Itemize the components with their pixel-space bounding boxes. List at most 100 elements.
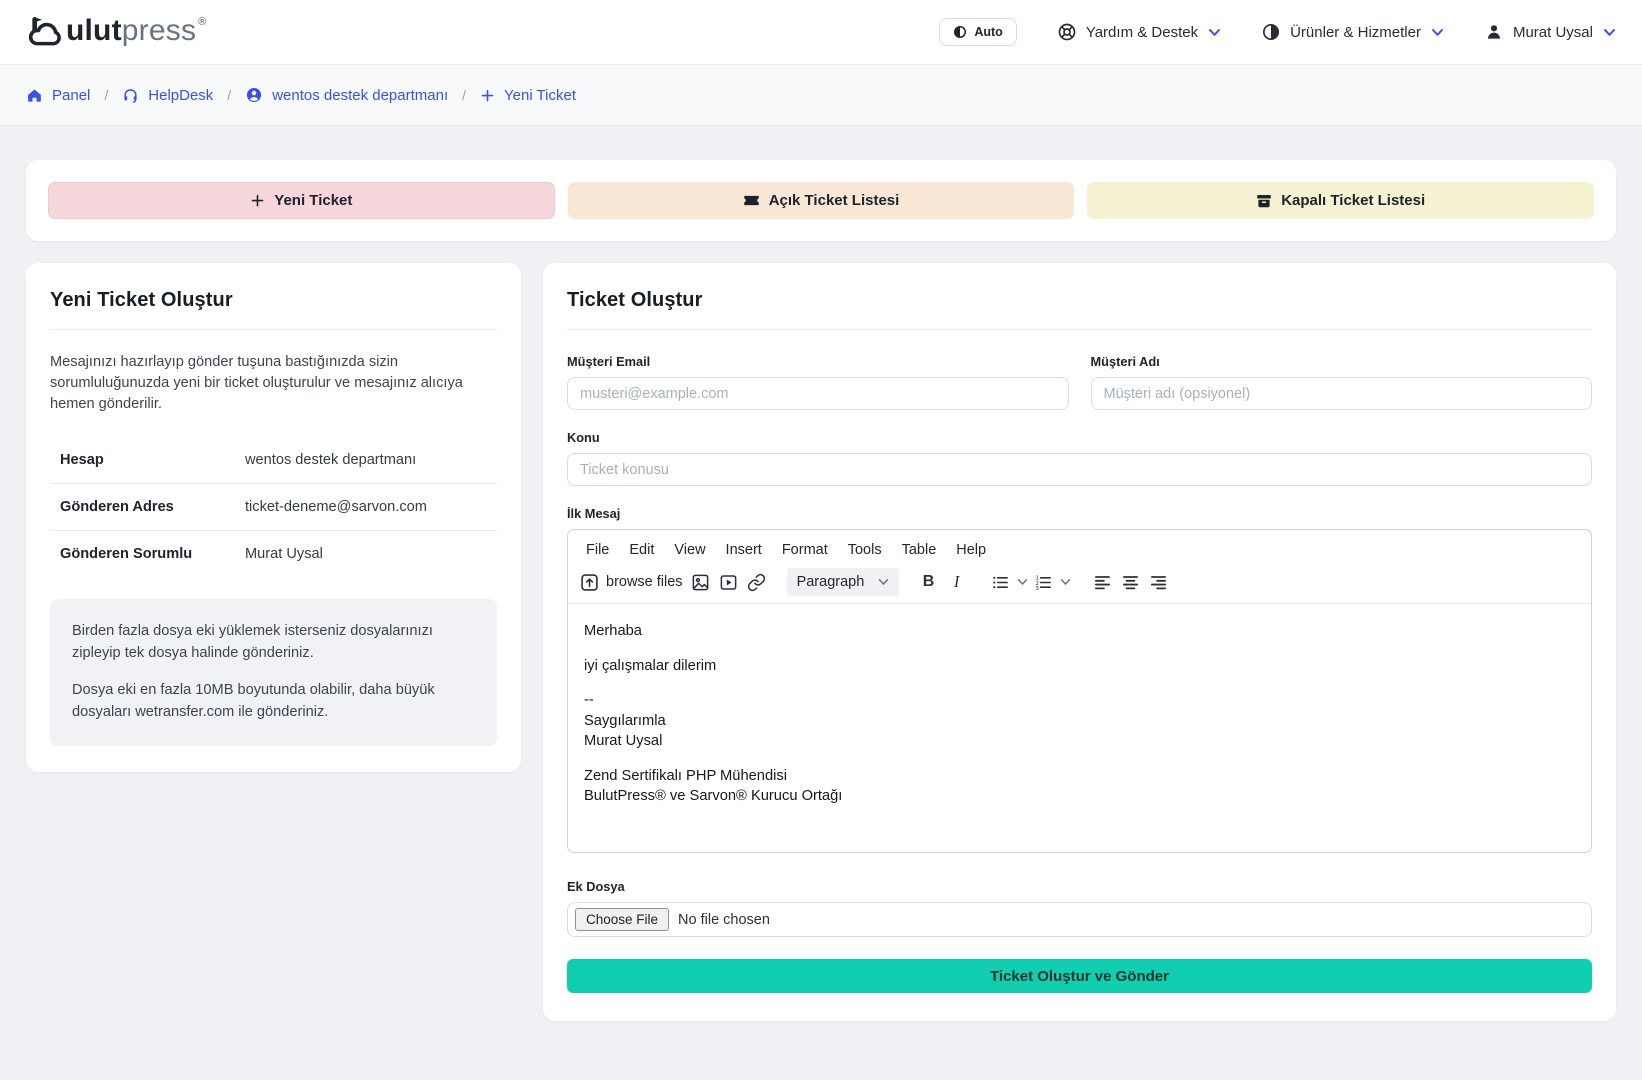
divider (50, 329, 497, 330)
message-line: Zend Sertifikalı PHP Mühendisi (584, 767, 787, 784)
archive-box-icon (1256, 193, 1272, 209)
summary-label: Hesap (60, 452, 104, 469)
summary-value: ticket-deneme@sarvon.com (245, 499, 427, 516)
summary-description: Mesajınızı hazırlayıp gönder tuşuna bast… (50, 354, 463, 413)
menu-view[interactable]: View (674, 542, 706, 558)
ticket-form-card: Ticket Oluştur Müşteri Email Müşteri Adı… (543, 263, 1616, 1021)
editor-menubar: File Edit View Insert Format Tools Table… (568, 530, 1591, 564)
menu-file[interactable]: File (586, 542, 610, 558)
chevron-down-icon (1431, 28, 1444, 37)
menu-edit[interactable]: Edit (629, 542, 655, 558)
brand-logo[interactable]: ulutpress ® (26, 14, 206, 50)
ticket-summary-card: Yeni Ticket Oluştur Mesajınızı hazırlayı… (26, 263, 521, 773)
bold-button[interactable]: B (915, 568, 943, 596)
menu-help[interactable]: Help (956, 542, 987, 558)
align-center-icon (1121, 574, 1140, 591)
summary-label: Gönderen Sorumlu (60, 546, 193, 563)
nav-help-dropdown[interactable]: Yardım & Destek (1057, 22, 1221, 42)
insert-media-button[interactable] (715, 568, 743, 596)
summary-card-title: Yeni Ticket Oluştur (50, 289, 233, 311)
menu-table[interactable]: Table (901, 542, 937, 558)
theme-toggle-button[interactable]: Auto (939, 18, 1017, 46)
message-line: BulutPress® ve Sarvon® Kurucu Ortağı (584, 788, 843, 805)
browse-files-button[interactable]: browse files (576, 568, 687, 596)
chevron-down-icon (1208, 28, 1221, 37)
summary-table: Hesap wentos destek departmanı Gönderen … (50, 437, 497, 577)
breadcrumb: Panel / HelpDesk / (0, 64, 1642, 126)
summary-value: wentos destek departmanı (245, 452, 417, 469)
brand-wordmark: ulutpress (66, 14, 197, 47)
image-icon (691, 573, 710, 592)
globe-icon (1261, 22, 1281, 42)
breadcrumb-new-ticket[interactable]: Yeni Ticket (480, 87, 576, 104)
editor-content[interactable]: Merhaba iyi çalışmalar dilerim -- Saygıl… (568, 604, 1591, 852)
breadcrumb-separator: / (104, 87, 109, 103)
insert-link-button[interactable] (743, 568, 771, 596)
main-content: Yeni Ticket Açık Ticket Listesi Kapalı T… (0, 126, 1642, 1061)
message-line: -- (584, 692, 594, 709)
align-right-button[interactable] (1145, 568, 1173, 596)
bullet-list-menu-chevron[interactable] (1015, 578, 1030, 586)
breadcrumb-separator: / (227, 87, 232, 103)
person-circle-icon (245, 86, 263, 104)
breadcrumb-separator: / (462, 87, 467, 103)
breadcrumb-panel[interactable]: Panel (26, 87, 90, 104)
note-text: Birden fazla dosya eki yüklemek istersen… (72, 623, 433, 662)
subject-label: Konu (567, 430, 600, 445)
topbar: ulutpress ® Auto Yardım & Destek (0, 0, 1642, 64)
subject-input[interactable] (567, 453, 1592, 486)
quick-actions-card: Yeni Ticket Açık Ticket Listesi Kapalı T… (26, 160, 1616, 241)
home-icon (26, 87, 43, 104)
message-line: Murat Uysal (584, 733, 663, 750)
closed-ticket-list-button[interactable]: Kapalı Ticket Listesi (1087, 182, 1595, 219)
numbered-list-menu-chevron[interactable] (1058, 578, 1073, 586)
menu-insert[interactable]: Insert (725, 542, 762, 558)
choose-file-button[interactable]: Choose File (575, 908, 670, 931)
numbered-list-button[interactable]: 1 2 3 (1030, 568, 1058, 596)
nav-products-dropdown[interactable]: Ürünler & Hizmetler (1261, 22, 1444, 42)
insert-image-button[interactable] (687, 568, 715, 596)
summary-row-sender-address: Gönderen Adres ticket-deneme@sarvon.com (50, 484, 497, 532)
open-ticket-list-button[interactable]: Açık Ticket Listesi (567, 182, 1075, 219)
file-input[interactable]: Choose File No file chosen (567, 902, 1592, 937)
editor-toolbar: browse files (568, 564, 1591, 604)
media-play-icon (719, 573, 738, 592)
link-icon (747, 573, 766, 592)
bullet-list-button[interactable] (987, 568, 1015, 596)
svg-text:1: 1 (1035, 575, 1039, 581)
bullet-list-icon (991, 574, 1010, 591)
paragraph-style-select[interactable]: Paragraph (786, 568, 899, 596)
breadcrumb-helpdesk[interactable]: HelpDesk (122, 87, 213, 104)
divider (567, 329, 1592, 330)
align-left-icon (1093, 574, 1112, 591)
plus-icon (480, 88, 495, 103)
customer-name-input[interactable] (1090, 377, 1592, 410)
submit-ticket-button[interactable]: Ticket Oluştur ve Gönder (567, 959, 1592, 993)
rich-text-editor: File Edit View Insert Format Tools Table… (567, 529, 1592, 853)
customer-email-input[interactable] (567, 377, 1069, 410)
align-left-button[interactable] (1089, 568, 1117, 596)
italic-button[interactable]: I (943, 568, 971, 596)
breadcrumb-department[interactable]: wentos destek departmanı (245, 86, 448, 104)
customer-email-label: Müşteri Email (567, 354, 651, 369)
align-center-button[interactable] (1117, 568, 1145, 596)
half-circle-theme-icon (953, 25, 967, 39)
attachment-note-box: Birden fazla dosya eki yüklemek istersen… (50, 599, 497, 747)
menu-tools[interactable]: Tools (847, 542, 882, 558)
summary-row-sender-owner: Gönderen Sorumlu Murat Uysal (50, 531, 497, 577)
nav-user-dropdown[interactable]: Murat Uysal (1484, 22, 1616, 42)
message-line: Saygılarımla (584, 712, 666, 729)
align-right-icon (1149, 574, 1168, 591)
life-buoy-icon (1057, 22, 1077, 42)
headset-icon (122, 87, 139, 104)
message-line: Merhaba (584, 623, 642, 639)
plus-icon (250, 193, 265, 208)
menu-format[interactable]: Format (781, 542, 828, 558)
topbar-nav: Auto Yardım & Destek Ürü (939, 18, 1616, 46)
note-text: Dosya eki en fazla 10MB boyutunda olabil… (72, 682, 435, 721)
numbered-list-icon: 1 2 3 (1034, 574, 1053, 591)
new-ticket-button[interactable]: Yeni Ticket (48, 182, 555, 219)
file-status-text: No file chosen (678, 911, 770, 928)
chevron-down-icon (878, 578, 889, 586)
form-card-title: Ticket Oluştur (567, 289, 703, 311)
